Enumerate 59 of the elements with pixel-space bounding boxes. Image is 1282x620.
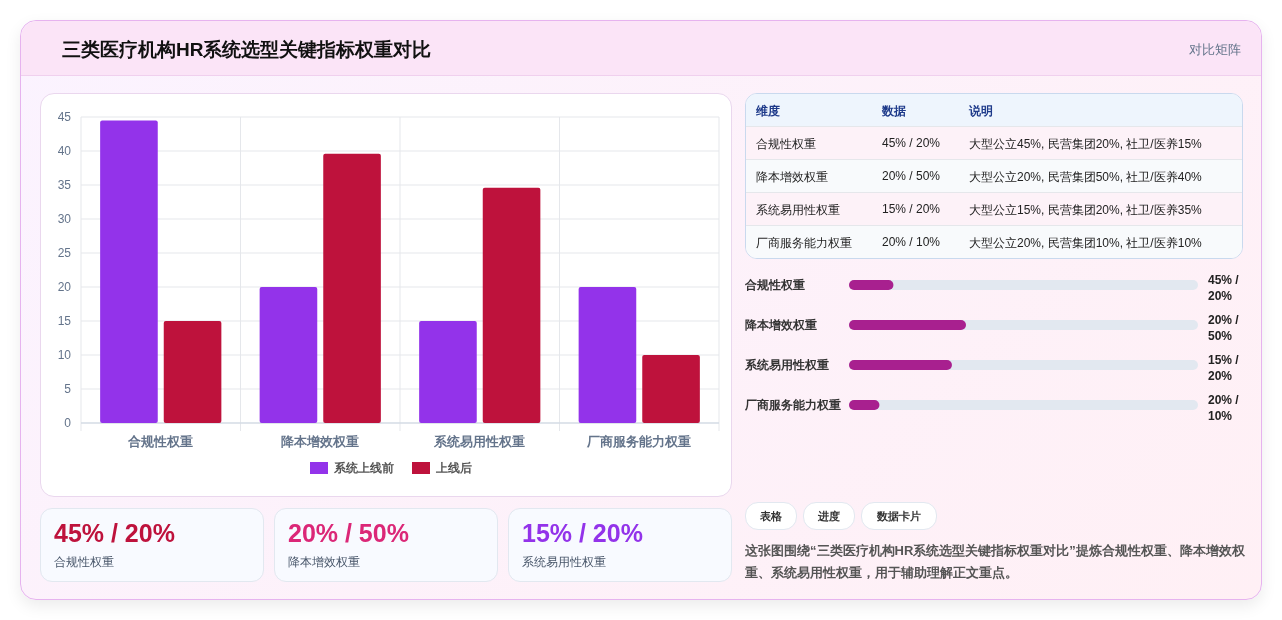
bar xyxy=(419,321,477,423)
text: 大型公立45%, 民营集团20%, 社卫/医养15% xyxy=(969,136,1202,153)
bar xyxy=(849,400,880,410)
text: 20% / 50% xyxy=(882,169,941,183)
text: 15% / 20% xyxy=(522,519,643,548)
x-tick-label: 厂商服务能力权重 xyxy=(586,434,692,449)
y-tick-label: 45 xyxy=(57,110,72,124)
y-tick-label: 30 xyxy=(57,212,72,226)
y-tick-label: 系统易用性权重 xyxy=(744,358,829,372)
text: 系统易用性权重 xyxy=(756,202,840,219)
text: 对比矩阵 xyxy=(1189,41,1241,59)
text: 说明 xyxy=(969,103,993,120)
text: 15% / 20% xyxy=(882,202,941,216)
y-tick-label: 15 xyxy=(57,314,72,328)
text: 厂商服务能力权重 xyxy=(756,235,852,252)
y-tick-label: 35 xyxy=(57,178,72,192)
y-tick-label: 降本增效权重 xyxy=(745,318,817,332)
text: 这张图围绕“三类医疗机构HR系统选型关键指标权重对比”提炼合规性权重、降本增效权重、系统易用性权重，用于辅助理解正文重点。 xyxy=(745,542,1245,582)
legend-label: 系统上线前 xyxy=(333,461,394,475)
text: 维度 xyxy=(756,103,780,120)
text: 大型公立15%, 民营集团20%, 社卫/医养35% xyxy=(969,202,1202,219)
text: 45% / 20% xyxy=(882,136,941,150)
bar xyxy=(849,280,894,290)
text: 45% / 20% xyxy=(1208,273,1240,303)
text: 数据 xyxy=(882,103,906,120)
y-tick-label: 合规性权重 xyxy=(744,278,805,292)
text: 15% / 20% xyxy=(1208,353,1240,383)
y-tick-label: 40 xyxy=(57,144,72,158)
text: 20% / 10% xyxy=(882,235,941,249)
y-tick-label: 5 xyxy=(64,382,72,396)
bar xyxy=(259,287,318,423)
x-tick-label: 降本增效权重 xyxy=(281,434,360,449)
bar xyxy=(482,187,541,423)
y-tick-label: 25 xyxy=(57,246,72,260)
y-tick-label: 20 xyxy=(57,280,72,294)
x-tick-label: 系统易用性权重 xyxy=(433,434,526,449)
text: 20% / 50% xyxy=(1208,313,1240,343)
bar xyxy=(849,360,952,370)
bar xyxy=(100,120,158,423)
text: 进度 xyxy=(803,502,855,530)
x-tick-label: 合规性权重 xyxy=(127,434,194,449)
text: 20% / 50% xyxy=(288,519,409,548)
text: 大型公立20%, 民营集团10%, 社卫/医养10% xyxy=(969,235,1202,252)
text: 降本增效权重 xyxy=(288,554,360,571)
text: 三类医疗机构HR系统选型关键指标权重对比 xyxy=(62,38,432,62)
y-tick-label: 厂商服务能力权重 xyxy=(744,398,841,412)
text: 系统易用性权重 xyxy=(522,554,606,571)
text: 20% / 10% xyxy=(1208,393,1240,423)
bar xyxy=(578,287,637,423)
y-tick-label: 0 xyxy=(64,416,72,430)
bar xyxy=(323,153,381,423)
text: 表格 xyxy=(745,502,797,530)
bar xyxy=(163,321,222,423)
text: 数据卡片 xyxy=(861,502,937,530)
text: 45% / 20% xyxy=(54,519,175,548)
legend-label: 上线后 xyxy=(435,461,472,475)
bar xyxy=(642,355,700,423)
y-tick-label: 10 xyxy=(57,348,72,362)
text: 大型公立20%, 民营集团50%, 社卫/医养40% xyxy=(969,169,1202,186)
